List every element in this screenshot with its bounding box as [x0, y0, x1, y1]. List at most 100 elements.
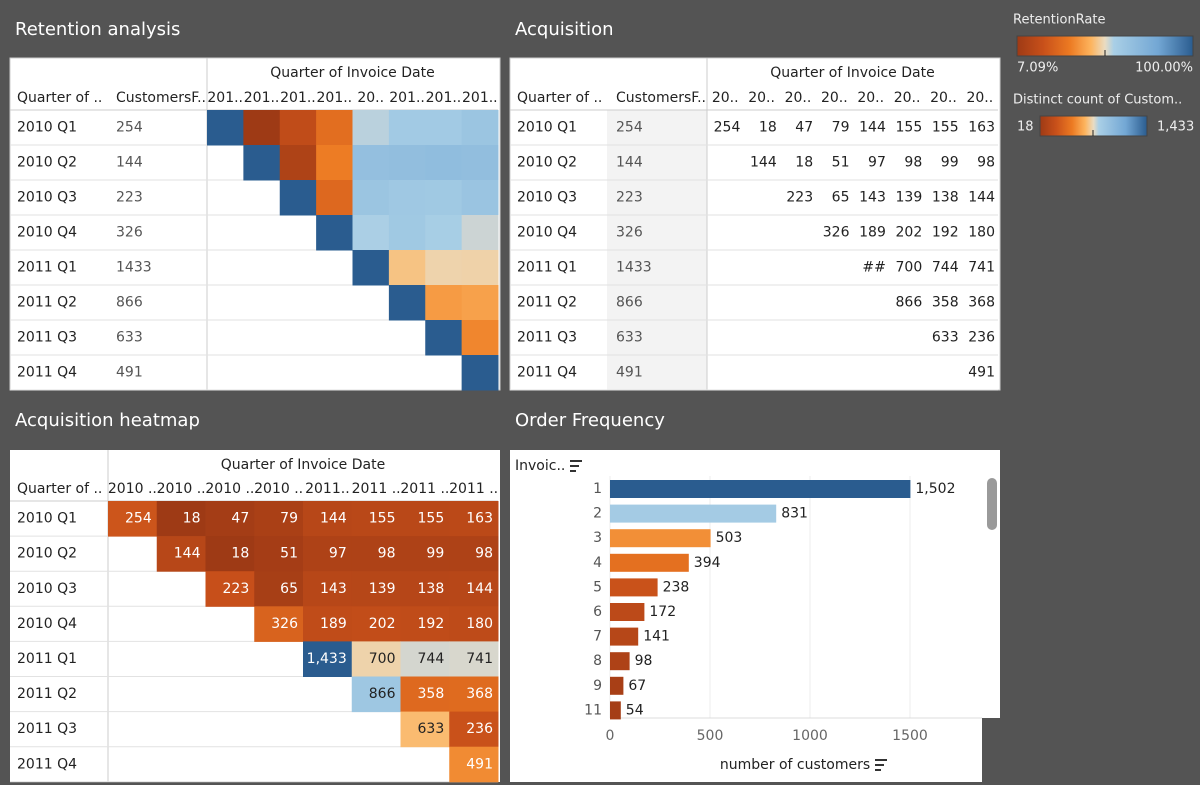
heat-cell: [254, 536, 304, 572]
heat-cell: [108, 501, 158, 537]
customer-count: 1433: [616, 260, 652, 276]
cell-value: 98: [475, 546, 493, 562]
bar: [610, 529, 711, 548]
column-header: Quarter of Invoice Date: [221, 457, 385, 473]
row-header: Quarter of ..: [17, 481, 102, 497]
value-label: 394: [694, 555, 721, 571]
row-label: 2010 Q1: [517, 120, 577, 136]
heat-cell: [303, 571, 353, 607]
x-tick-label: 1500: [892, 728, 928, 744]
row-label: 2010 Q2: [17, 546, 77, 562]
row-label: 2011 Q3: [17, 721, 77, 737]
cell-value: 633: [418, 721, 445, 737]
panel-title: Order Frequency: [515, 410, 665, 431]
cell-value: 866: [896, 295, 923, 311]
heat-cell: [303, 606, 353, 642]
bar: [610, 578, 658, 597]
cell-value: 254: [125, 511, 152, 527]
cell-value: 700: [896, 260, 923, 276]
heat-cell: [351, 536, 401, 572]
heat-cell: [303, 501, 353, 537]
cell-value: 155: [369, 511, 396, 527]
column-header: Quarter of Invoice Date: [270, 65, 434, 81]
heat-cell: [316, 180, 353, 216]
heat-cell: [449, 676, 499, 713]
heat-cell: [400, 606, 450, 642]
heat-cell: [449, 501, 499, 537]
heat-cell: [352, 110, 390, 146]
heat-cell: [461, 110, 499, 146]
category-label: 9: [593, 678, 602, 694]
cell-value: 139: [896, 190, 923, 206]
row-label: 2011 Q3: [17, 330, 77, 346]
customer-count: 633: [616, 330, 643, 346]
cell-value: 236: [968, 330, 995, 346]
sort-icon[interactable]: [570, 460, 887, 771]
column-label: 2010 ..: [205, 481, 254, 497]
row-label: 2010 Q3: [17, 190, 77, 206]
cell-value: 192: [418, 616, 445, 632]
value-label: 1,502: [915, 481, 955, 497]
heat-cell: [388, 215, 426, 251]
cell-value: 368: [968, 295, 995, 311]
category-label: 5: [593, 579, 602, 595]
cell-value: 98: [977, 155, 995, 171]
count-header: CustomersF..: [116, 90, 206, 106]
value-label: 67: [628, 678, 646, 694]
cell-value: 358: [418, 686, 445, 702]
column-label: 20..: [785, 90, 812, 106]
customer-count: 866: [116, 295, 143, 311]
row-header: Quarter of ..: [517, 90, 602, 106]
column-label: 201..: [462, 90, 498, 106]
column-label: 201..: [389, 90, 425, 106]
bar: [610, 676, 624, 695]
cell-value: 139: [369, 581, 396, 597]
cell-value: 326: [271, 616, 298, 632]
customer-count: 491: [116, 365, 143, 381]
legend-label: 7.09%: [1017, 61, 1058, 76]
customer-count: 223: [116, 190, 143, 206]
cell-value: 144: [174, 546, 201, 562]
y-axis-title: Invoic..: [515, 458, 565, 474]
column-label: 201..: [280, 90, 316, 106]
cell-value: 79: [832, 120, 850, 136]
row-label: 2011 Q2: [17, 295, 77, 311]
count-header: CustomersF..: [616, 90, 706, 106]
cell-value: 189: [320, 616, 347, 632]
row-label: 2010 Q4: [17, 616, 77, 632]
cell-value: 326: [823, 225, 850, 241]
heat-cell: [461, 285, 499, 321]
heat-cell: [156, 536, 206, 572]
customer-count: 633: [116, 330, 143, 346]
cell-value: 358: [932, 295, 959, 311]
cell-value: 223: [786, 190, 813, 206]
heat-cell: [425, 180, 463, 216]
panel: [509, 57, 1001, 391]
cell-value: ##: [862, 260, 885, 276]
value-label: 503: [716, 530, 743, 546]
heat-cell: [425, 110, 463, 146]
cell-value: 741: [968, 260, 995, 276]
heat-cell: [400, 676, 450, 713]
heat-cell: [449, 571, 499, 607]
cell-value: 633: [932, 330, 959, 346]
heat-cell: [461, 250, 499, 286]
heat-cell: [303, 536, 353, 572]
heat-cell: [316, 110, 353, 146]
cell-value: 51: [280, 546, 298, 562]
cell-value: 144: [466, 581, 493, 597]
heat-cell: [352, 250, 390, 286]
cell-value: 143: [859, 190, 886, 206]
row-label: 2010 Q1: [17, 120, 77, 136]
scrollbar[interactable]: [987, 478, 997, 530]
row-label: 2010 Q2: [17, 155, 77, 171]
cell-value: 1,433: [307, 651, 347, 667]
heat-cell: [461, 320, 499, 356]
bar: [610, 603, 645, 621]
x-tick-label: 500: [697, 728, 724, 744]
customer-count: 866: [616, 295, 643, 311]
cell-value: 163: [968, 120, 995, 136]
cell-value: 99: [941, 155, 959, 171]
legend-label: 18: [1017, 120, 1034, 135]
category-label: 4: [593, 555, 602, 571]
